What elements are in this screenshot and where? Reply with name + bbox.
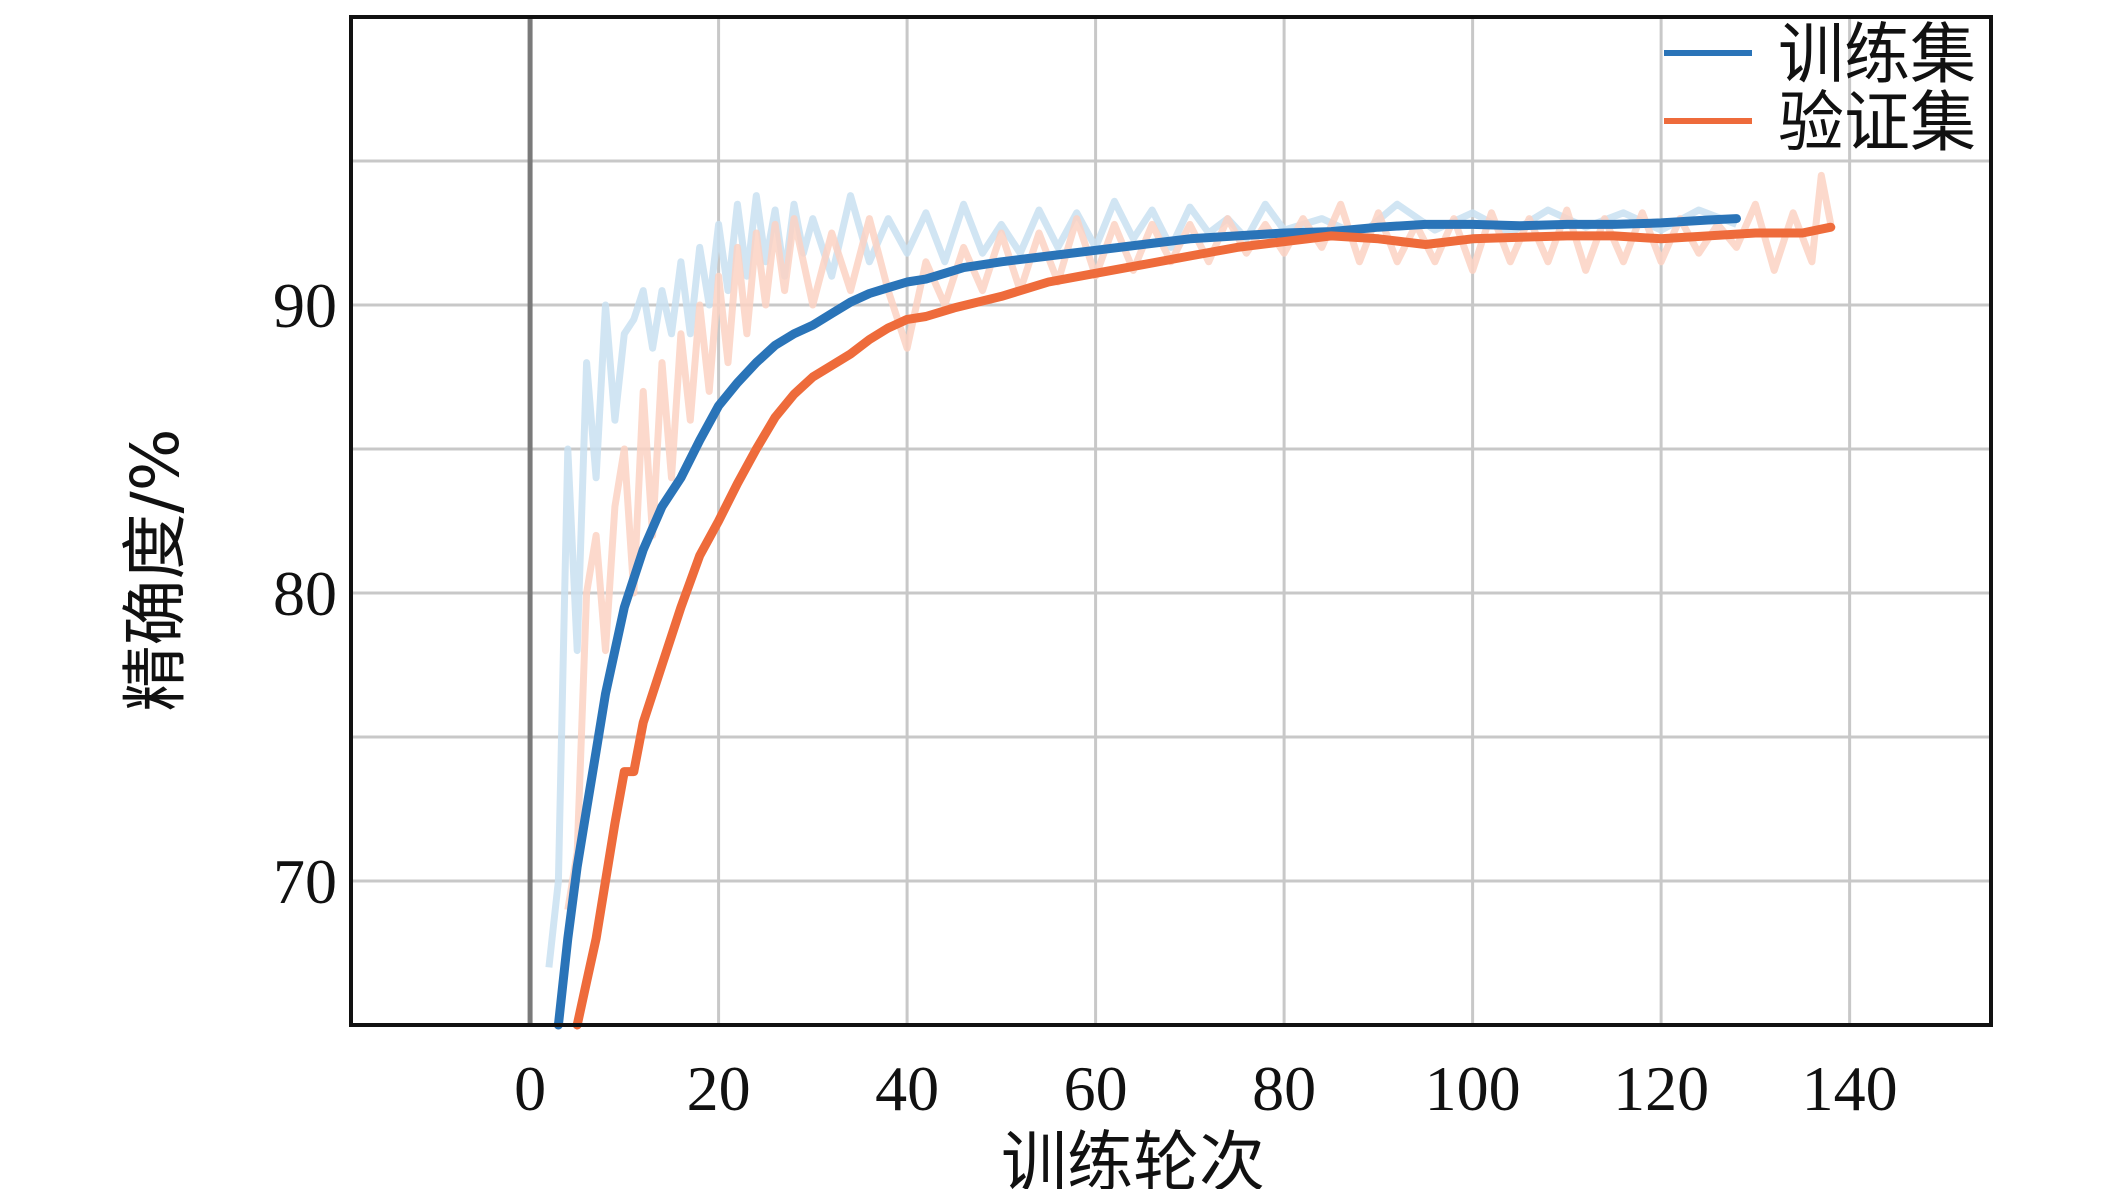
x-tick-label: 20	[687, 1053, 751, 1124]
x-tick-label: 100	[1425, 1053, 1521, 1124]
y-tick-label: 80	[273, 558, 337, 629]
y-tick-label: 70	[273, 846, 337, 917]
series-raw-line-1	[564, 171, 1835, 911]
series-smoothed-line-1	[572, 222, 1836, 1030]
smoothed-series-layer	[553, 214, 1836, 1030]
legend-label-train: 训练集	[1778, 16, 1976, 93]
x-tick-label: 80	[1252, 1053, 1316, 1124]
series-raw-line-0	[545, 192, 1738, 968]
y-tick-labels: 70 80 90	[273, 270, 337, 917]
x-axis-title: 训练轮次	[1001, 1124, 1265, 1189]
x-tick-label: 140	[1802, 1053, 1898, 1124]
grid-layer	[351, 17, 1991, 1025]
x-tick-label: 0	[514, 1053, 546, 1124]
x-tick-label: 40	[875, 1053, 939, 1124]
x-tick-label: 60	[1064, 1053, 1128, 1124]
legend: 训练集 验证集	[1664, 16, 1976, 161]
y-tick-label: 90	[273, 270, 337, 341]
series-smoothed-line-0	[553, 214, 1741, 1030]
legend-label-validation: 验证集	[1778, 84, 1976, 161]
x-tick-labels: 0 20 40 60 80 100 120 140	[514, 1053, 1898, 1124]
y-axis-title: 精确度/%	[117, 429, 194, 712]
raw-series-layer	[545, 171, 1835, 968]
x-tick-label: 120	[1613, 1053, 1709, 1124]
plot-frame	[349, 15, 1993, 1027]
